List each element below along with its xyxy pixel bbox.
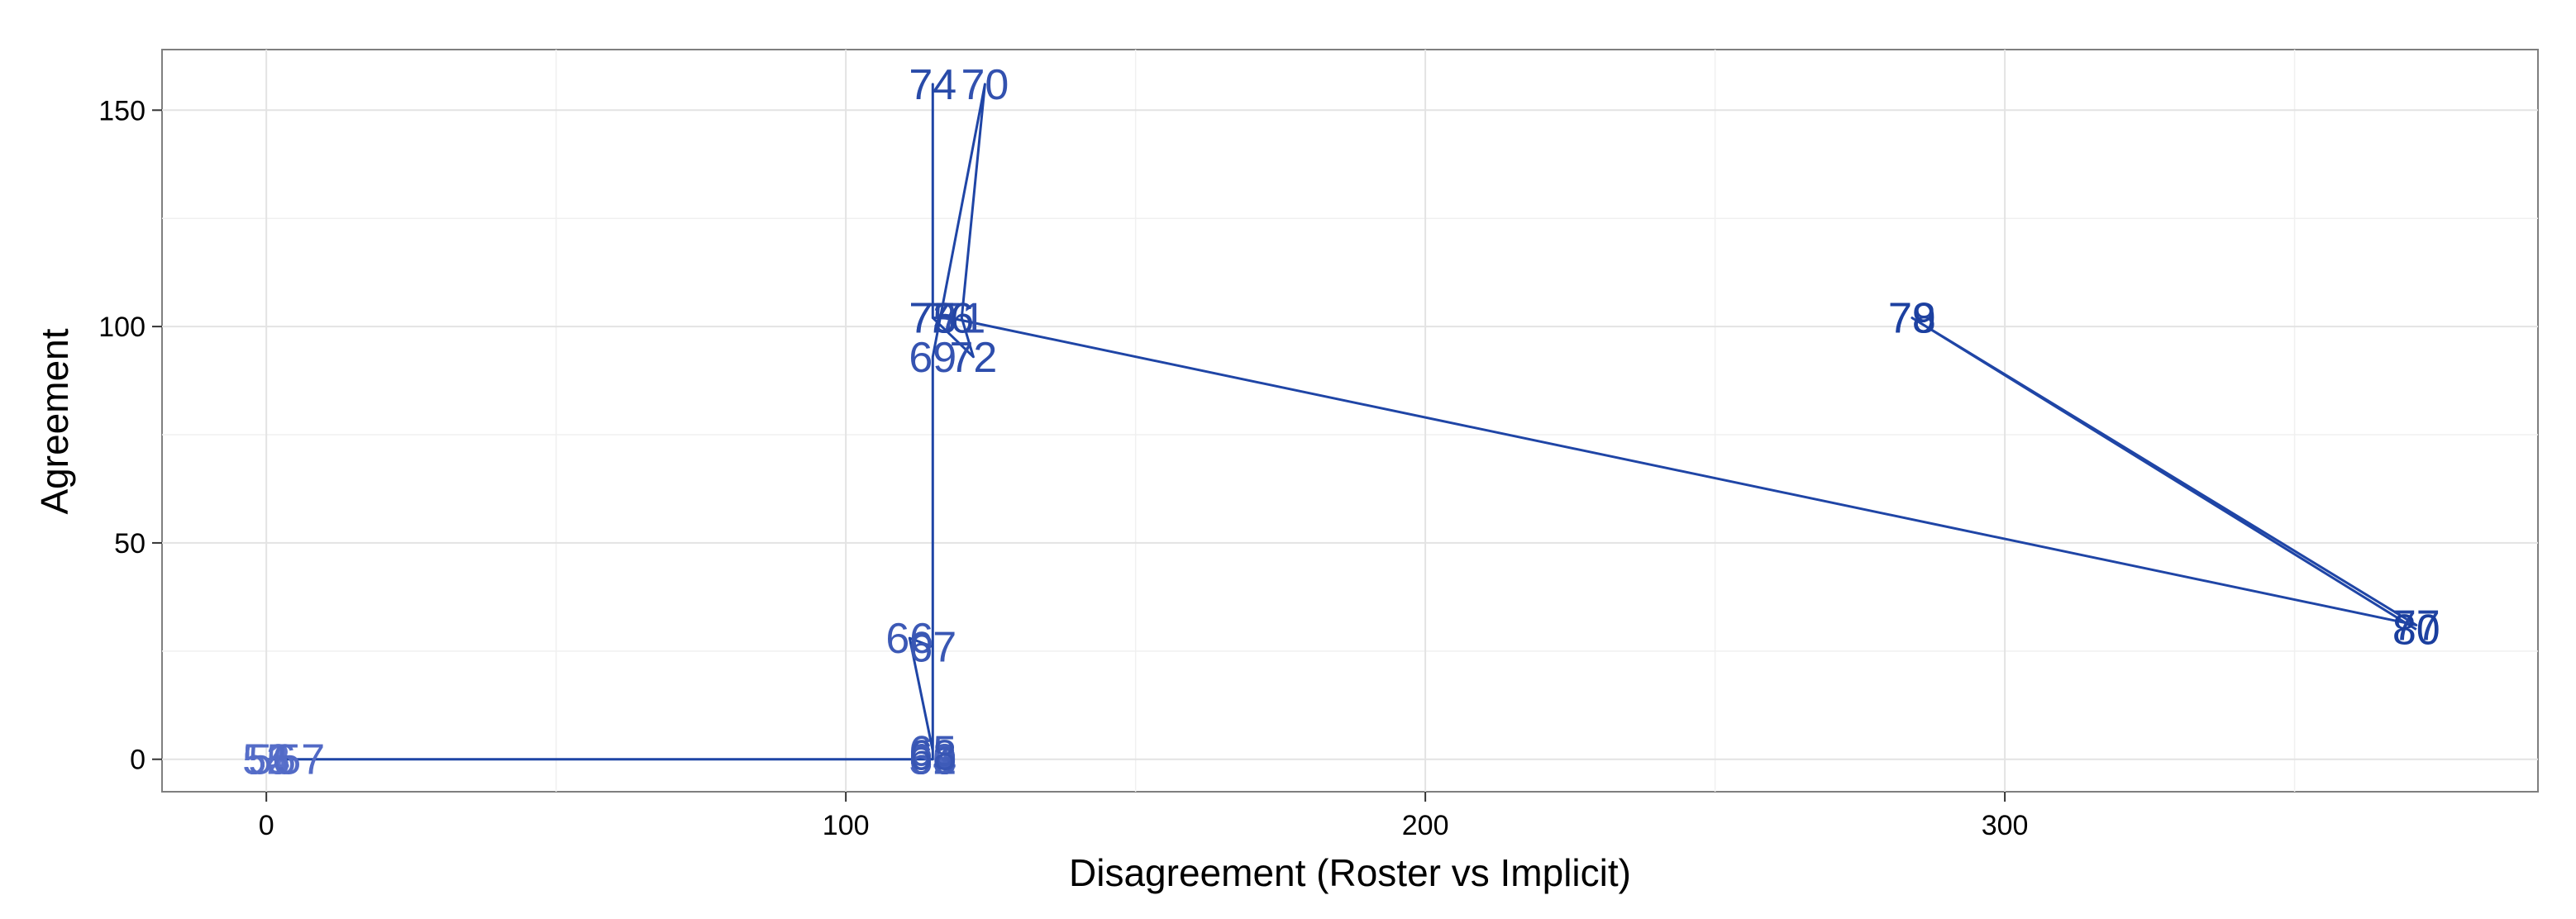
- y-axis-title: Agreement: [33, 328, 76, 514]
- point-label: 55: [242, 736, 290, 784]
- point-label: 60: [909, 736, 956, 784]
- point-label: 51: [242, 736, 290, 784]
- y-tick-label: 150: [98, 95, 145, 126]
- point-label: 71: [937, 295, 985, 343]
- point-label: 64: [909, 736, 956, 784]
- x-axis-ticks: [265, 792, 2006, 802]
- x-axis-tick-labels: 0 100 200 300: [259, 810, 2029, 841]
- point-label: 72: [949, 334, 997, 382]
- point-label: 76: [926, 295, 974, 343]
- plot-panel: [161, 49, 2539, 793]
- y-axis-tick-labels: 0 50 100 150: [98, 95, 145, 775]
- point-label: 67: [909, 624, 956, 672]
- point-label: 66: [885, 615, 933, 663]
- y-tick-label: 50: [114, 528, 145, 559]
- point-label: 56: [248, 736, 296, 784]
- point-label: 62: [909, 736, 956, 784]
- minor-grid: [162, 50, 2538, 792]
- point-label: 57: [277, 736, 325, 784]
- point-label: 59: [909, 736, 956, 784]
- point-label: 78: [1888, 295, 1936, 343]
- y-tick-label: 0: [130, 745, 145, 776]
- point-label: 77: [2392, 602, 2440, 650]
- point-label: 65: [909, 727, 956, 775]
- point-label: 63: [909, 736, 956, 784]
- point-label: 79: [1888, 295, 1936, 343]
- point-label: 75: [909, 295, 956, 343]
- x-axis-title: Disagreement (Roster vs Implicit): [1069, 851, 1631, 894]
- point-label: 70: [961, 61, 1009, 109]
- point-label: 69: [909, 334, 956, 382]
- point-label: 73: [909, 295, 956, 343]
- series-line: [266, 83, 2418, 761]
- point-label: 80: [2392, 607, 2440, 655]
- x-tick-label: 200: [1402, 810, 1449, 841]
- point-label: 68: [909, 731, 956, 779]
- x-tick-label: 300: [1982, 810, 2029, 841]
- series-path-group: [266, 83, 2418, 761]
- point-label: 54: [242, 736, 290, 784]
- point-label: 58: [909, 736, 956, 784]
- point-label: 74: [909, 61, 956, 109]
- y-tick-label: 100: [98, 312, 145, 343]
- point-label: 53: [242, 736, 290, 784]
- x-tick-label: 0: [259, 810, 274, 841]
- point-label: 52: [242, 736, 290, 784]
- x-tick-label: 100: [823, 810, 870, 841]
- y-axis-ticks: [152, 109, 162, 760]
- point-label: 61: [909, 736, 956, 784]
